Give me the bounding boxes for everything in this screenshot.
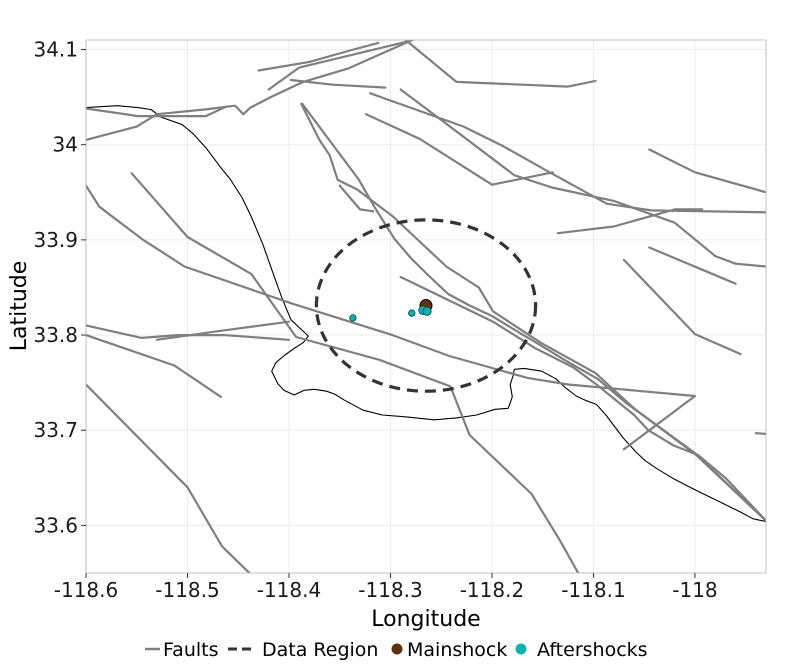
- fault-line: [365, 113, 555, 186]
- legend-label: Faults: [163, 639, 219, 661]
- y-tick-label: 33.6: [33, 513, 78, 537]
- x-tick-label: -118.5: [155, 578, 219, 602]
- y-tick-label: 33.7: [33, 418, 78, 442]
- fault-line: [155, 320, 291, 341]
- x-tick-label: -118.4: [257, 578, 321, 602]
- fault-line: [86, 40, 416, 141]
- legend-label: Aftershocks: [537, 639, 648, 661]
- legend-key-aftershocks: [515, 643, 527, 655]
- fault-line: [622, 258, 742, 356]
- fault-line: [300, 102, 766, 522]
- aftershock-point: [408, 309, 416, 317]
- legend-label: Data Region: [262, 639, 378, 661]
- legend: Faults Data Region Mainshock Aftershocks: [145, 639, 648, 661]
- fault-line: [648, 246, 737, 285]
- fault-line: [86, 383, 251, 573]
- fault-line: [267, 40, 407, 91]
- y-tick-label: 34: [53, 133, 78, 157]
- fault-line: [556, 208, 704, 235]
- data-region-circle: [314, 218, 538, 393]
- aftershock-point: [422, 306, 432, 316]
- y-axis-title: Latitude: [7, 261, 32, 352]
- fault-line: [86, 324, 291, 341]
- fault-line: [86, 105, 228, 118]
- fault-line: [130, 172, 580, 573]
- y-tick-label: 33.9: [33, 228, 78, 252]
- fault-line: [257, 41, 380, 72]
- x-tick-label: -118.6: [54, 578, 118, 602]
- grid-lines: [85, 40, 766, 573]
- axes: -118.6 -118.5 -118.4 -118.3 -118.2 -118.1 -118…: [33, 38, 717, 602]
- y-tick-label: 34.1: [33, 38, 78, 62]
- fault-line: [404, 40, 597, 88]
- fault-line: [289, 78, 387, 89]
- fault-line: [86, 334, 223, 398]
- legend-key-mainshock: [391, 643, 403, 655]
- x-axis-title: Longitude: [371, 607, 480, 632]
- fault-line: [369, 92, 766, 214]
- legend-label: Mainshock: [407, 639, 507, 661]
- fault-line: [338, 184, 375, 213]
- y-tick-label: 33.8: [33, 323, 78, 347]
- x-tick-label: -118.2: [460, 578, 524, 602]
- fault-line: [399, 88, 766, 268]
- x-tick-label: -118: [672, 578, 717, 602]
- aftershock-point: [349, 314, 357, 322]
- plot-border: [85, 39, 767, 574]
- fault-line: [754, 432, 766, 436]
- fault-line: [301, 102, 766, 522]
- fault-line: [648, 148, 766, 194]
- x-tick-label: -118.1: [561, 578, 625, 602]
- coastline-line: [86, 105, 766, 523]
- plot-area: [86, 40, 766, 573]
- x-tick-label: -118.3: [358, 578, 422, 602]
